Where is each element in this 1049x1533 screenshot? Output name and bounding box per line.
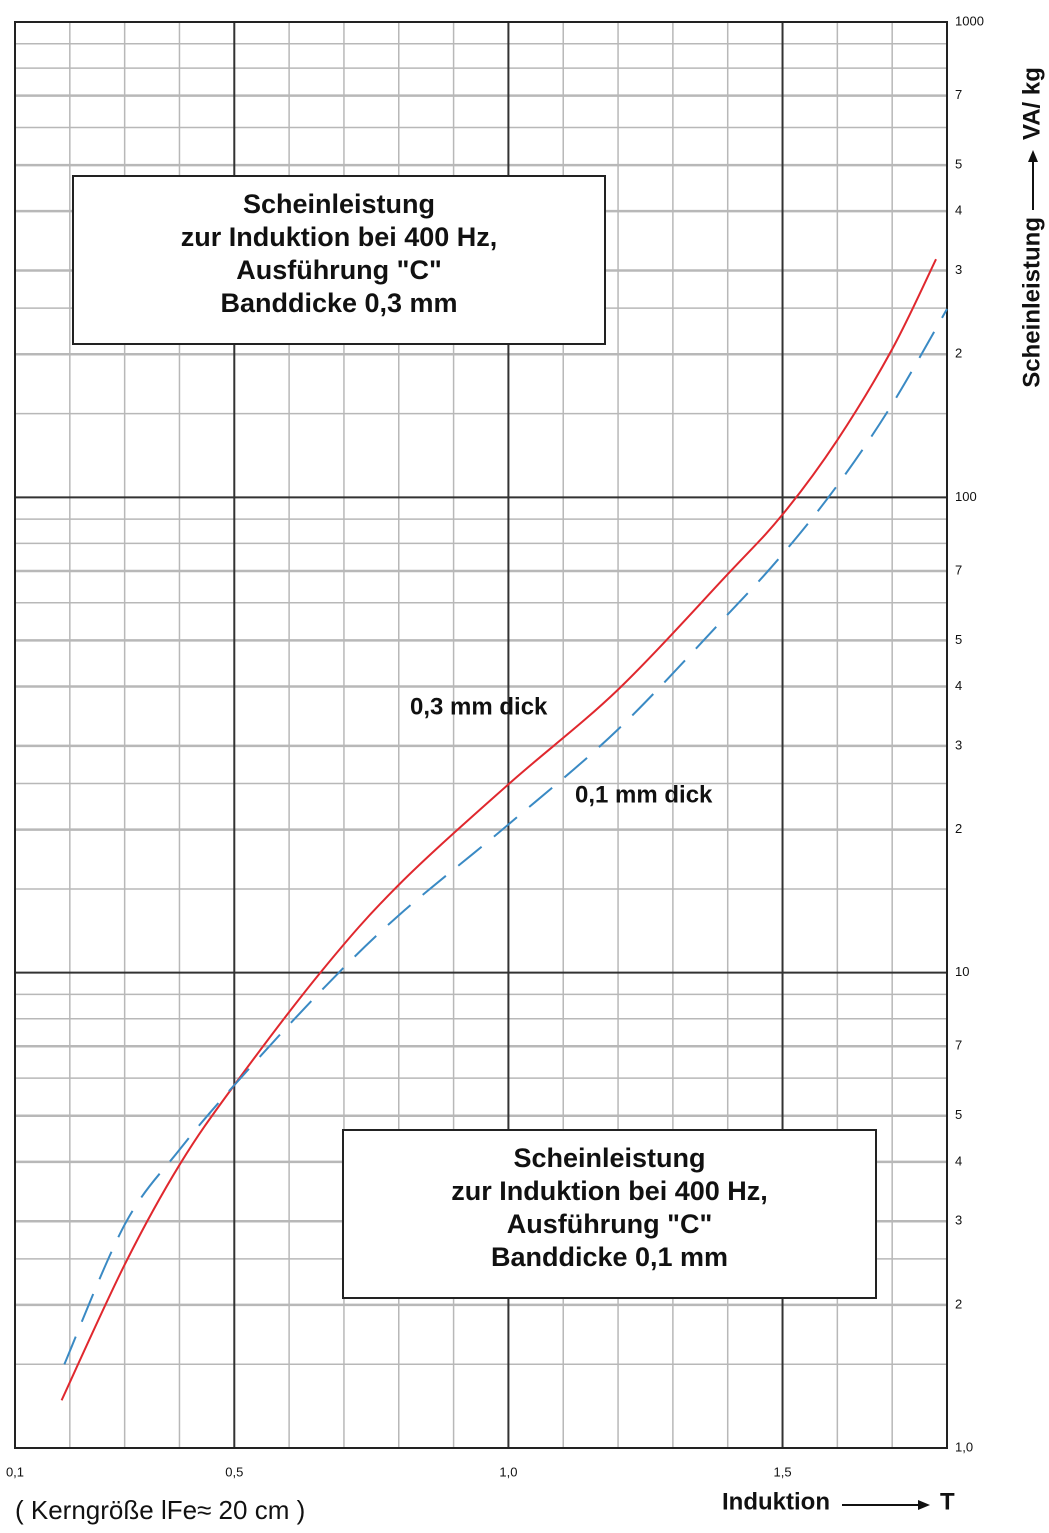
annotation-line: Banddicke 0,1 mm xyxy=(491,1242,728,1272)
y-tick-label: 4 xyxy=(955,203,962,218)
y-tick-label: 5 xyxy=(955,632,962,647)
curve-label: 0,1 mm dick xyxy=(575,781,713,808)
annotation-line: zur Induktion bei 400 Hz, xyxy=(451,1176,768,1206)
y-arrow-head xyxy=(1028,150,1038,162)
y-tick-label: 10 xyxy=(955,964,969,979)
x-tick-label: 1,0 xyxy=(499,1464,517,1479)
annotation-box xyxy=(72,175,606,345)
y-tick-label: 7 xyxy=(955,87,962,102)
data-line xyxy=(60,258,937,1401)
y-axis-label: Scheinleistung xyxy=(1018,217,1045,388)
y-tick-label: 7 xyxy=(955,562,962,577)
y-tick-label: 7 xyxy=(955,1038,962,1053)
annotation-box xyxy=(342,1129,877,1299)
y-tick-label: 2 xyxy=(955,1296,962,1311)
annotation-line: Ausführung "C" xyxy=(236,255,442,285)
data-line xyxy=(63,308,948,1365)
plot-frame xyxy=(14,21,948,1449)
y-tick-label: 100 xyxy=(955,489,977,504)
curve-label: 0,3 mm dick xyxy=(410,693,548,720)
annotation-line: Banddicke 0,3 mm xyxy=(220,288,457,318)
y-tick-label: 1,0 xyxy=(955,1439,973,1454)
annotation-line: Scheinleistung xyxy=(513,1143,705,1173)
x-tick-label: 0,5 xyxy=(225,1464,243,1479)
note: ( Kerngröße lFe≈ 20 cm ) xyxy=(15,1495,305,1525)
y-tick-label: 1000 xyxy=(955,13,984,28)
y-tick-label: 4 xyxy=(955,678,962,693)
annotation-line: Scheinleistung xyxy=(243,189,435,219)
y-axis-unit: VA/ kg xyxy=(1018,67,1045,140)
annotation-line: zur Induktion bei 400 Hz, xyxy=(181,222,498,252)
x-tick-label: 0,1 xyxy=(6,1464,24,1479)
y-tick-label: 3 xyxy=(955,737,962,752)
x-axis-unit: T xyxy=(940,1488,955,1515)
x-arrow-head xyxy=(918,1500,930,1510)
y-tick-label: 3 xyxy=(955,262,962,277)
y-tick-label: 4 xyxy=(955,1153,962,1168)
y-tick-label: 2 xyxy=(955,821,962,836)
y-tick-label: 2 xyxy=(955,346,962,361)
x-tick-label: 1,5 xyxy=(773,1464,791,1479)
x-axis-label: Induktion xyxy=(722,1488,830,1515)
y-tick-label: 5 xyxy=(955,1107,962,1122)
y-tick-label: 3 xyxy=(955,1213,962,1228)
y-tick-label: 5 xyxy=(955,157,962,172)
annotation-line: Ausführung "C" xyxy=(507,1209,713,1239)
